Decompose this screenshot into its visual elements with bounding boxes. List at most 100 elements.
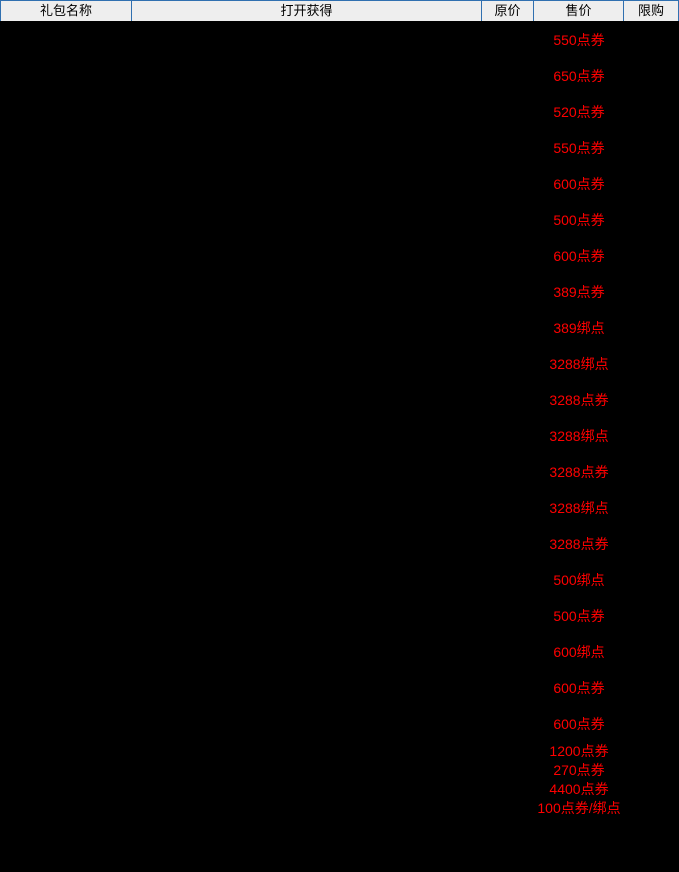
cell-original-price: [482, 310, 534, 346]
table-header-row: 礼包名称 打开获得 原价 售价 限购: [0, 0, 679, 22]
cell-package-name: [0, 742, 132, 761]
cell-sale-price: 270点券: [534, 761, 624, 780]
cell-package-name: [0, 562, 132, 598]
header-sale-price: 售价: [534, 0, 624, 21]
cell-sale-price: 600点券: [534, 670, 624, 706]
table-row: 270点券: [0, 761, 679, 780]
table-row: 500点券: [0, 202, 679, 238]
cell-original-price: [482, 799, 534, 818]
cell-limit: [624, 166, 679, 202]
cell-package-name: [0, 490, 132, 526]
cell-limit: [624, 670, 679, 706]
cell-original-price: [482, 634, 534, 670]
cell-package-name: [0, 58, 132, 94]
cell-limit: [624, 382, 679, 418]
cell-package-name: [0, 780, 132, 799]
cell-open-reward: [132, 780, 482, 799]
table-row: 3288绑点: [0, 490, 679, 526]
table-row: 3288点券: [0, 382, 679, 418]
cell-package-name: [0, 634, 132, 670]
cell-sale-price: 3288绑点: [534, 490, 624, 526]
cell-open-reward: [132, 382, 482, 418]
table-row: 600点券: [0, 166, 679, 202]
cell-open-reward: [132, 94, 482, 130]
header-limit: 限购: [624, 0, 679, 21]
table-row: 500绑点: [0, 562, 679, 598]
cell-limit: [624, 202, 679, 238]
cell-package-name: [0, 761, 132, 780]
cell-package-name: [0, 130, 132, 166]
cell-open-reward: [132, 22, 482, 58]
header-original-price: 原价: [482, 0, 534, 21]
cell-original-price: [482, 346, 534, 382]
cell-sale-price: 520点券: [534, 94, 624, 130]
table-row: 3288点券: [0, 526, 679, 562]
cell-limit: [624, 634, 679, 670]
cell-original-price: [482, 670, 534, 706]
cell-limit: [624, 94, 679, 130]
cell-open-reward: [132, 310, 482, 346]
cell-original-price: [482, 780, 534, 799]
cell-open-reward: [132, 742, 482, 761]
cell-sale-price: 600绑点: [534, 634, 624, 670]
cell-sale-price: 650点券: [534, 58, 624, 94]
table-row: 600点券: [0, 238, 679, 274]
cell-original-price: [482, 761, 534, 780]
table-row: 650点券: [0, 58, 679, 94]
cell-sale-price: 600点券: [534, 238, 624, 274]
cell-original-price: [482, 130, 534, 166]
cell-limit: [624, 598, 679, 634]
cell-open-reward: [132, 130, 482, 166]
cell-package-name: [0, 526, 132, 562]
cell-original-price: [482, 490, 534, 526]
cell-open-reward: [132, 418, 482, 454]
cell-sale-price: 100点券/绑点: [534, 799, 624, 818]
cell-original-price: [482, 706, 534, 742]
cell-limit: [624, 274, 679, 310]
cell-open-reward: [132, 761, 482, 780]
cell-limit: [624, 761, 679, 780]
cell-limit: [624, 58, 679, 94]
cell-sale-price: 3288点券: [534, 526, 624, 562]
cell-limit: [624, 310, 679, 346]
cell-limit: [624, 454, 679, 490]
table-row: 3288绑点: [0, 418, 679, 454]
table-row: 4400点券: [0, 780, 679, 799]
table-row: 1200点券: [0, 742, 679, 761]
cell-sale-price: 3288点券: [534, 454, 624, 490]
cell-package-name: [0, 274, 132, 310]
cell-package-name: [0, 418, 132, 454]
cell-original-price: [482, 94, 534, 130]
table-row: 389点券: [0, 274, 679, 310]
cell-open-reward: [132, 634, 482, 670]
cell-open-reward: [132, 238, 482, 274]
cell-sale-price: 389绑点: [534, 310, 624, 346]
cell-package-name: [0, 670, 132, 706]
cell-open-reward: [132, 490, 482, 526]
cell-package-name: [0, 799, 132, 818]
cell-limit: [624, 346, 679, 382]
cell-limit: [624, 742, 679, 761]
cell-sale-price: 600点券: [534, 706, 624, 742]
cell-sale-price: 550点券: [534, 22, 624, 58]
cell-original-price: [482, 454, 534, 490]
cell-open-reward: [132, 598, 482, 634]
cell-sale-price: 3288点券: [534, 382, 624, 418]
cell-original-price: [482, 238, 534, 274]
cell-original-price: [482, 202, 534, 238]
table-row: 600点券: [0, 706, 679, 742]
cell-open-reward: [132, 454, 482, 490]
cell-sale-price: 389点券: [534, 274, 624, 310]
cell-package-name: [0, 238, 132, 274]
cell-limit: [624, 799, 679, 818]
table-row: 100点券/绑点: [0, 799, 679, 818]
cell-original-price: [482, 742, 534, 761]
table-row: 550点券: [0, 130, 679, 166]
cell-original-price: [482, 418, 534, 454]
cell-original-price: [482, 58, 534, 94]
cell-original-price: [482, 22, 534, 58]
cell-open-reward: [132, 274, 482, 310]
table-row: 500点券: [0, 598, 679, 634]
cell-open-reward: [132, 166, 482, 202]
cell-package-name: [0, 346, 132, 382]
